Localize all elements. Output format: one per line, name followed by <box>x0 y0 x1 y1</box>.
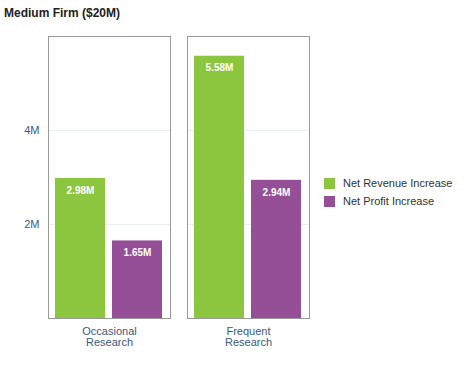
svg-text:1.65M: 1.65M <box>124 247 152 258</box>
html-text:Net Revenue Increase: Net Revenue Increase <box>343 177 453 189</box>
html-text:Medium Firm ($20M): Medium Firm ($20M) <box>4 6 120 20</box>
svg-text:4M: 4M <box>24 124 39 136</box>
svg-text:FrequentResearch: FrequentResearch <box>225 325 272 348</box>
svg-text:2M: 2M <box>24 218 39 230</box>
svg-text:OccasionalResearch: OccasionalResearch <box>82 325 136 348</box>
svg-text:2.98M: 2.98M <box>67 185 95 196</box>
svg-text:2.94M: 2.94M <box>263 187 291 198</box>
html-text:Net Profit Increase: Net Profit Increase <box>343 195 435 207</box>
svg-text:5.58M: 5.58M <box>206 62 234 73</box>
